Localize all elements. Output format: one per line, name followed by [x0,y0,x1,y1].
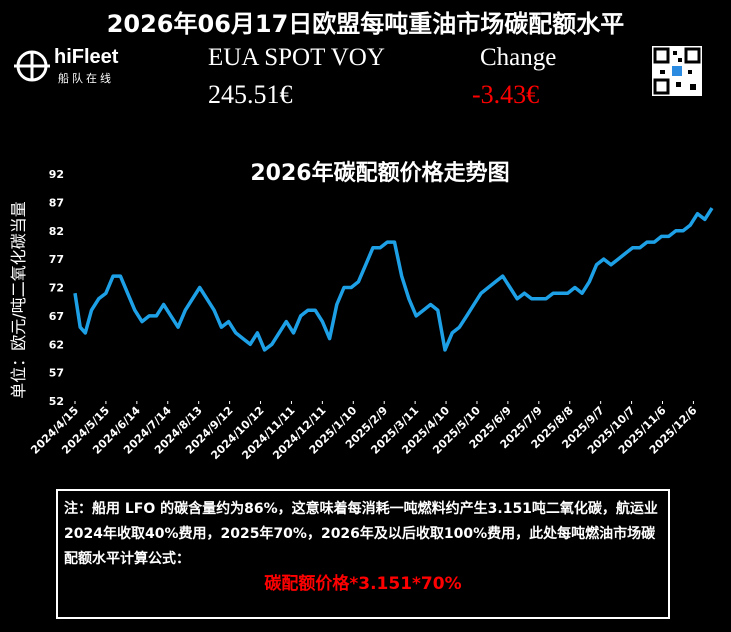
y-tick-label: 62 [49,338,64,351]
chart-title: 2026年碳配额价格走势图 [250,160,509,186]
note-formula: 碳配额价格*3.151*70% [264,574,462,594]
page-title: 2026年06月17日欧盟每吨重油市场碳配额水平 [106,10,625,38]
price: 245.51€ [208,80,293,109]
y-tick-label: 67 [49,310,64,323]
price-label: EUA SPOT VOY [208,44,385,71]
brand-subtitle: 船队在线 [58,72,114,85]
brand: hiFleet [54,46,119,68]
y-tick-label: 72 [49,282,64,295]
y-tick-label: 87 [49,196,64,209]
logo-icon [14,50,50,82]
y-tick-label: 77 [49,253,64,266]
y-tick-label: 82 [49,225,64,238]
y-axis-label: 单位：欧元/吨二氧化碳当量 [9,201,28,398]
note-box: 注：船用 LFO 的碳含量约为86%，这意味着每消耗一吨燃料约产生3.151吨二… [56,489,670,619]
price-line [73,207,714,352]
y-tick-label: 92 [49,168,64,181]
y-tick-label: 52 [49,395,64,408]
note-text: 注：船用 LFO 的碳含量约为86%，这意味着每消耗一吨燃料约产生3.151吨二… [64,501,658,567]
y-tick-label: 57 [49,367,64,380]
change: -3.43€ [472,80,540,109]
change-label: Change [480,44,557,71]
qr-code [652,46,702,96]
